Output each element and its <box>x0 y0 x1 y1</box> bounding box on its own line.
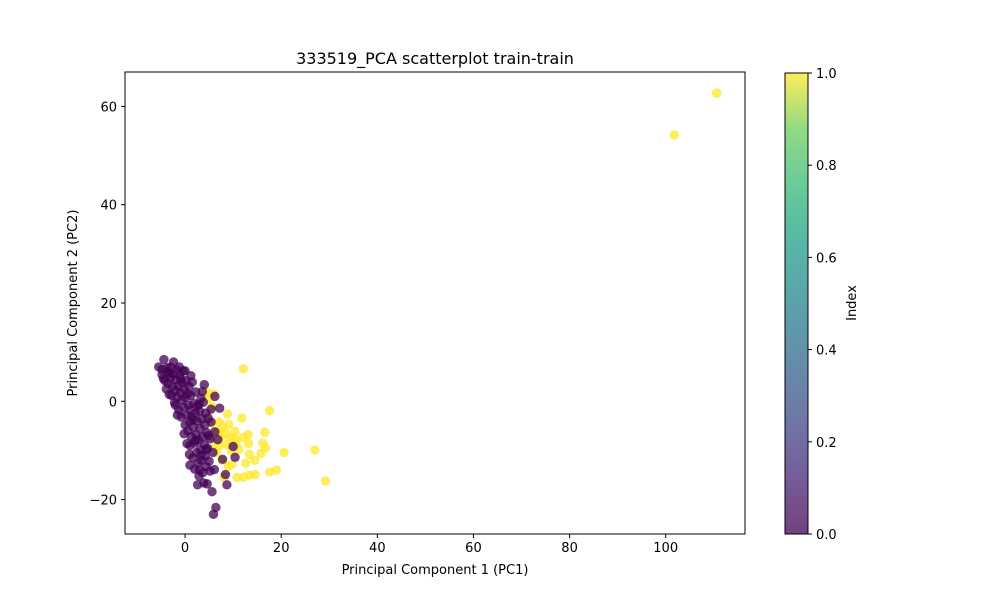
scatter-point <box>214 417 224 427</box>
scatter-point <box>222 480 232 490</box>
scatter-point <box>222 409 233 419</box>
y-axis: −20 0 20 40 60 <box>90 100 125 509</box>
plot-frame <box>124 71 746 535</box>
scatter-point <box>176 373 186 384</box>
scatter-point <box>260 427 270 437</box>
scatter-point <box>190 435 201 446</box>
scatter-point <box>194 465 205 475</box>
scatter-point <box>279 447 289 458</box>
scatter-point <box>238 364 248 374</box>
scatter-point <box>206 404 216 414</box>
scatter-point <box>711 88 722 98</box>
scatter-point <box>271 465 282 475</box>
scatter-point <box>228 441 238 452</box>
colorbar-tick-label: 0.2 <box>816 436 837 451</box>
colorbar-tick-label: 0.4 <box>816 344 837 359</box>
colorbar-tick-label: 0.8 <box>816 159 837 174</box>
scatter-point <box>239 472 249 482</box>
scatter-point <box>190 387 201 397</box>
scatter-point <box>220 469 231 480</box>
scatter-point <box>217 454 228 464</box>
scatter-point <box>184 449 195 460</box>
plot-area <box>153 88 722 520</box>
colorbar-tick-label: 0.0 <box>816 528 837 543</box>
scatter-point <box>210 391 220 402</box>
y-axis-label: Principal Component 2 (PC2) <box>66 210 81 397</box>
scatter-point <box>210 427 220 437</box>
colorbar-frame <box>784 72 809 535</box>
scatter-point <box>185 460 195 470</box>
scatter-point <box>194 399 204 409</box>
scatter-point <box>204 456 214 466</box>
x-tick-label: 80 <box>561 541 578 556</box>
scatter-point <box>240 458 251 468</box>
scatter-point <box>232 472 242 483</box>
y-tick-label: 40 <box>100 199 117 214</box>
scatter-point <box>186 371 196 381</box>
scatter-point <box>164 389 174 400</box>
scatter-point <box>213 434 223 445</box>
scatter-point <box>230 426 240 436</box>
y-tick-label: 60 <box>100 100 117 115</box>
x-tick-label: 20 <box>273 541 290 556</box>
scatter-point <box>206 417 216 427</box>
scatter-point <box>201 444 211 455</box>
y-tick-label: −20 <box>90 494 117 509</box>
scatter-point <box>669 130 680 140</box>
scatter-point <box>320 476 331 486</box>
x-axis: 0 20 40 60 80 100 <box>181 534 678 556</box>
scatter-point <box>264 405 275 416</box>
scatter-point <box>202 479 212 489</box>
x-tick-label: 40 <box>369 541 386 556</box>
colorbar-tick-label: 1.0 <box>816 67 837 82</box>
scatter-point <box>197 386 208 397</box>
scatter-point <box>174 362 185 372</box>
y-tick-label: 20 <box>100 297 117 312</box>
colorbar-tick-label: 0.6 <box>816 251 837 266</box>
scatter-point <box>182 438 192 449</box>
colorbar-label: Index <box>845 285 860 321</box>
scatter-point <box>172 410 183 420</box>
scatter-point <box>211 502 221 513</box>
scatter-point <box>230 452 240 463</box>
scatter-point <box>205 466 215 476</box>
scatter-point <box>214 403 225 413</box>
colorbar-ticks: 0.0 0.2 0.4 0.6 0.8 1.0 <box>808 67 837 543</box>
scatter-point <box>179 429 189 439</box>
scatter-point <box>258 438 268 448</box>
scatter-point <box>243 438 254 449</box>
x-tick-label: 100 <box>653 541 678 556</box>
colorbar: 0.0 0.2 0.4 0.6 0.8 1.0 Index <box>784 67 860 543</box>
scatter-point <box>243 430 253 440</box>
x-tick-label: 0 <box>181 541 189 556</box>
scatter-point <box>310 445 320 455</box>
scatter-point <box>165 369 175 379</box>
x-axis-label: Principal Component 1 (PC1) <box>342 563 529 578</box>
scatter-point <box>250 455 260 465</box>
scatter-point <box>188 415 198 425</box>
scatter-point <box>170 400 181 410</box>
scatter-point <box>192 480 203 490</box>
colorbar-gradient <box>785 73 808 534</box>
chart-title: 333519_PCA scatterplot train-train <box>296 49 574 69</box>
scatter-point <box>207 487 217 497</box>
x-tick-label: 60 <box>465 541 482 556</box>
scatter-point <box>237 413 247 423</box>
y-tick-label: 0 <box>109 395 117 410</box>
scatter-point <box>256 448 266 459</box>
scatter-point <box>159 354 169 365</box>
